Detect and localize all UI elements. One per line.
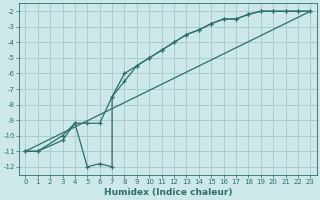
X-axis label: Humidex (Indice chaleur): Humidex (Indice chaleur) bbox=[104, 188, 232, 197]
